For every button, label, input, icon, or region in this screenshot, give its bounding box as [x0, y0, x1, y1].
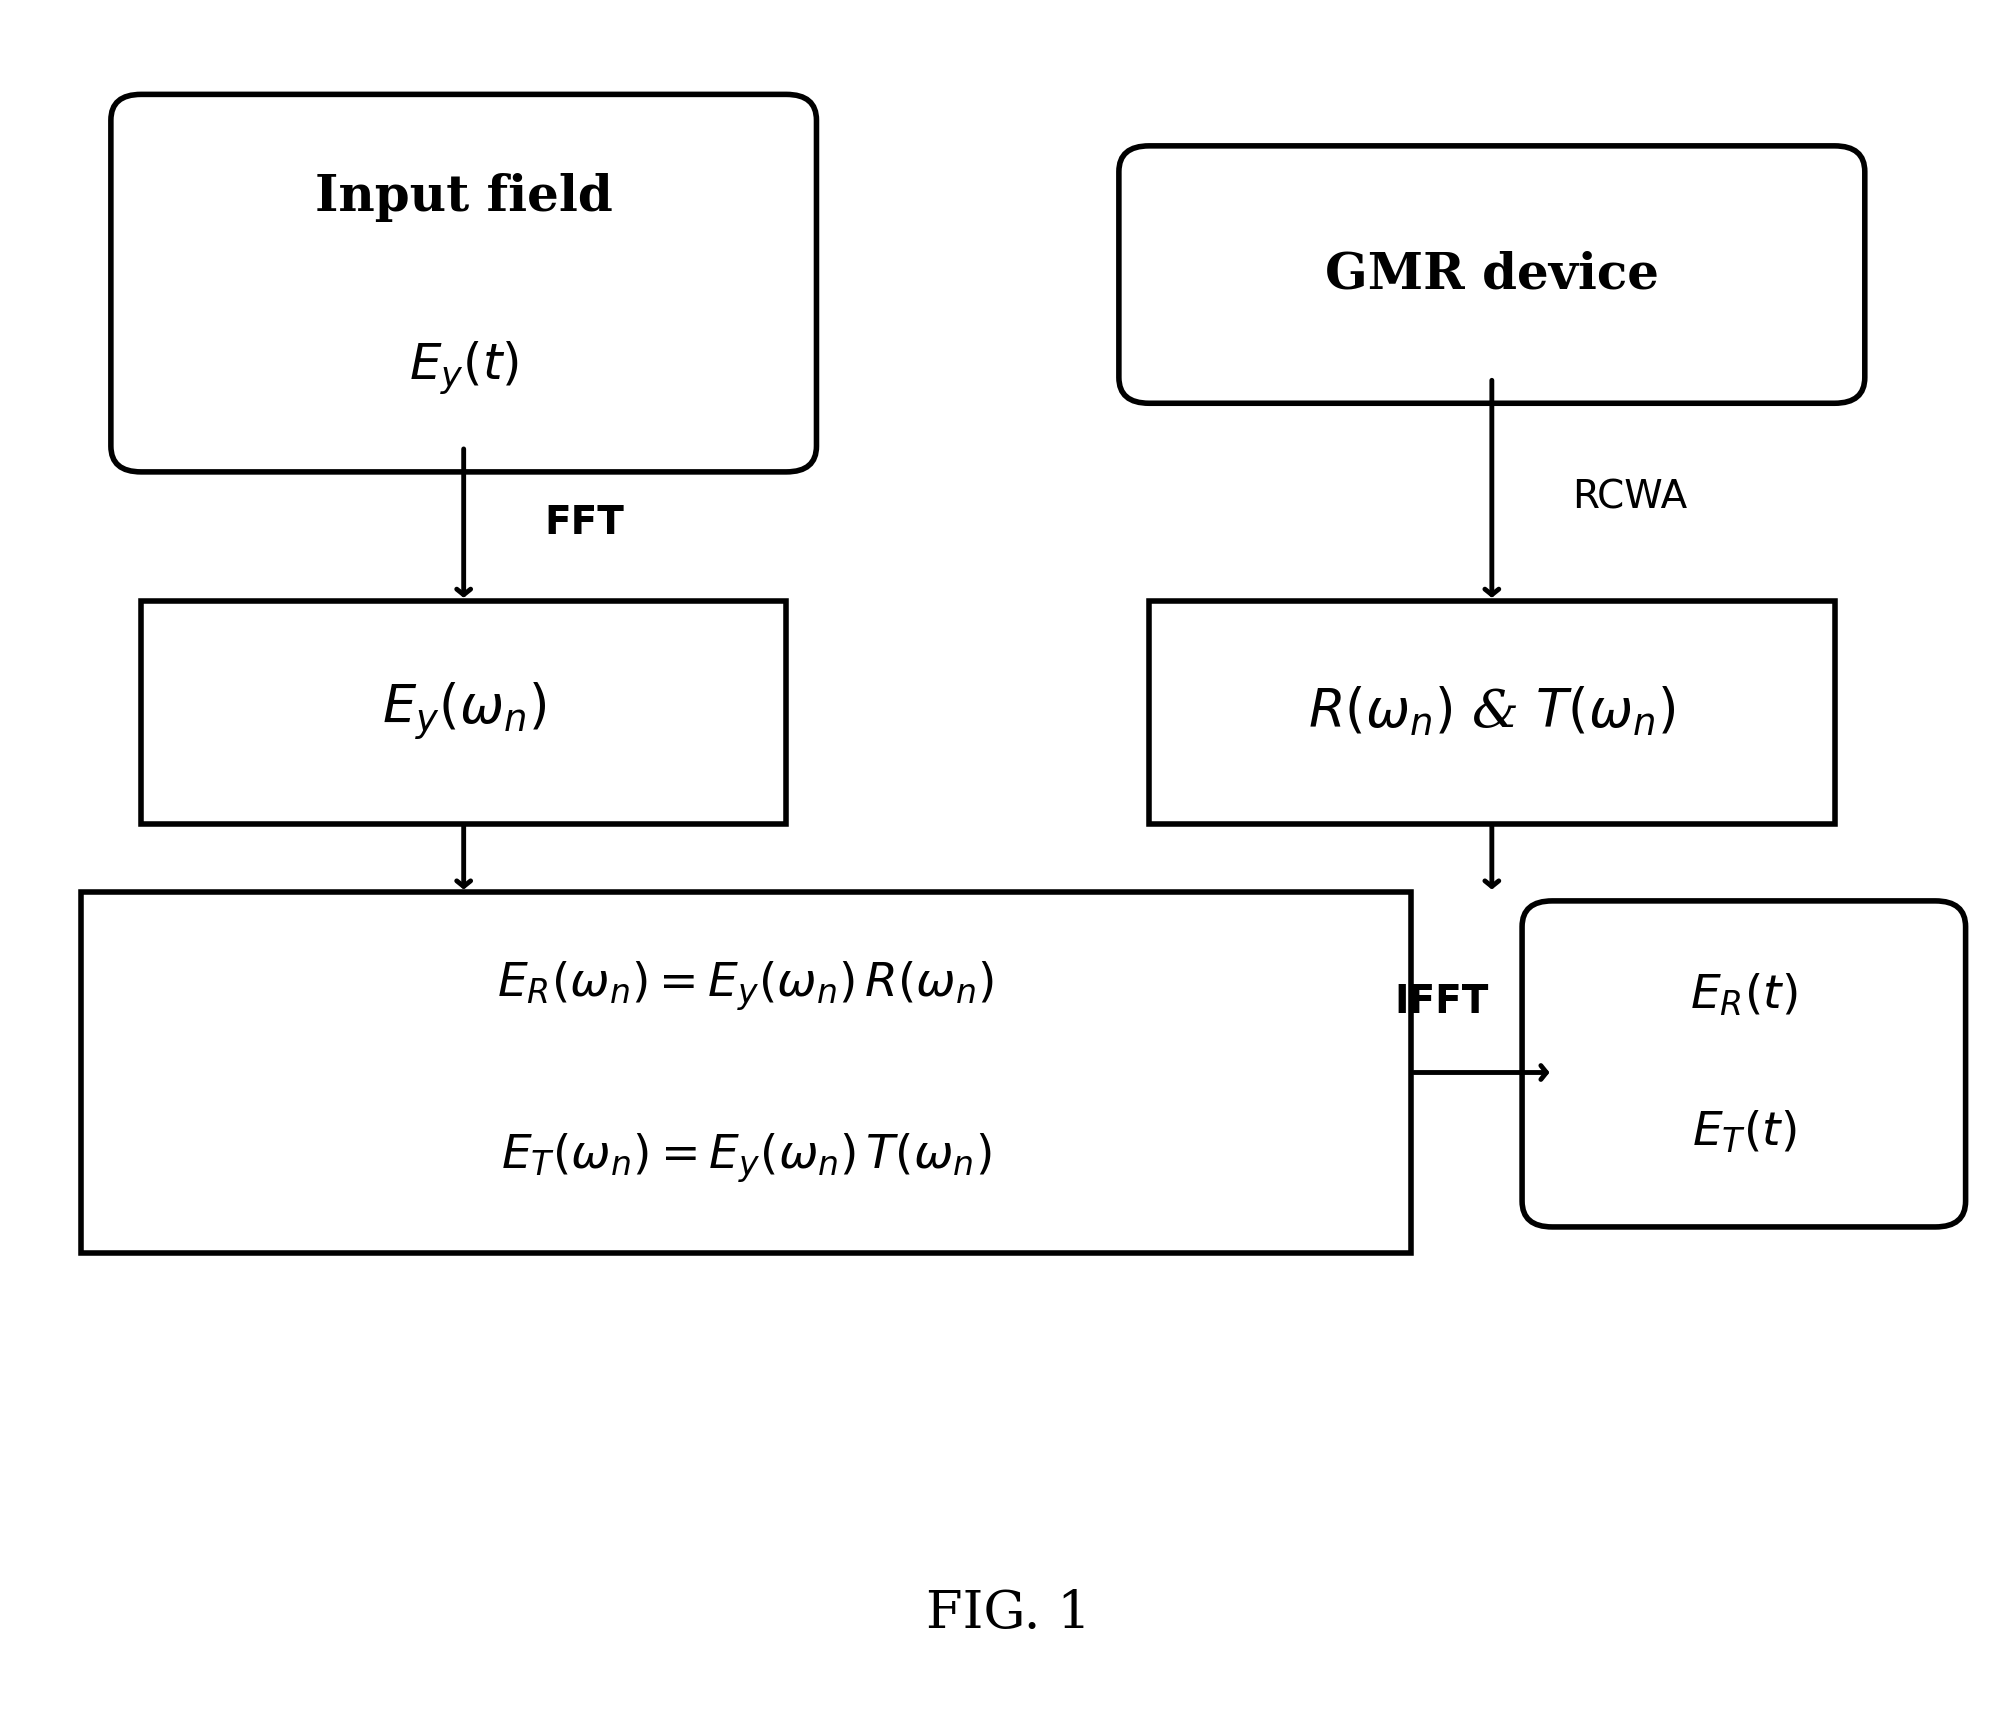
Text: $\mathit{E}_R(\omega_n) = \mathit{E}_y(\omega_n)\,\mathit{R}(\omega_n)$: $\mathit{E}_R(\omega_n) = \mathit{E}_y(\… [498, 959, 994, 1014]
Text: $\mathit{E}_y(\mathit{t})$: $\mathit{E}_y(\mathit{t})$ [409, 340, 518, 398]
FancyBboxPatch shape [1522, 901, 1966, 1227]
Text: $\mathit{E}_y(\omega_n)$: $\mathit{E}_y(\omega_n)$ [381, 681, 546, 743]
FancyBboxPatch shape [141, 601, 786, 824]
Text: Input field: Input field [314, 173, 613, 221]
FancyBboxPatch shape [1149, 601, 1835, 824]
FancyBboxPatch shape [81, 892, 1411, 1253]
FancyBboxPatch shape [1119, 146, 1865, 403]
FancyBboxPatch shape [111, 94, 816, 472]
Text: $\mathit{E}_T(\omega_n) = \mathit{E}_y(\omega_n)\,\mathit{T}(\omega_n)$: $\mathit{E}_T(\omega_n) = \mathit{E}_y(\… [500, 1131, 992, 1186]
Text: $\mathit{E}_R(\mathit{t})$: $\mathit{E}_R(\mathit{t})$ [1689, 971, 1798, 1019]
Text: $\mathit{E}_T(\mathit{t})$: $\mathit{E}_T(\mathit{t})$ [1691, 1109, 1796, 1157]
Text: GMR device: GMR device [1325, 251, 1659, 299]
Text: FIG. 1: FIG. 1 [925, 1587, 1091, 1639]
Text: IFFT: IFFT [1395, 983, 1488, 1021]
Text: FFT: FFT [544, 505, 625, 542]
Text: RCWA: RCWA [1572, 479, 1687, 517]
Text: $\mathit{R}(\omega_n)$ & $\mathit{T}(\omega_n)$: $\mathit{R}(\omega_n)$ & $\mathit{T}(\om… [1308, 686, 1675, 738]
